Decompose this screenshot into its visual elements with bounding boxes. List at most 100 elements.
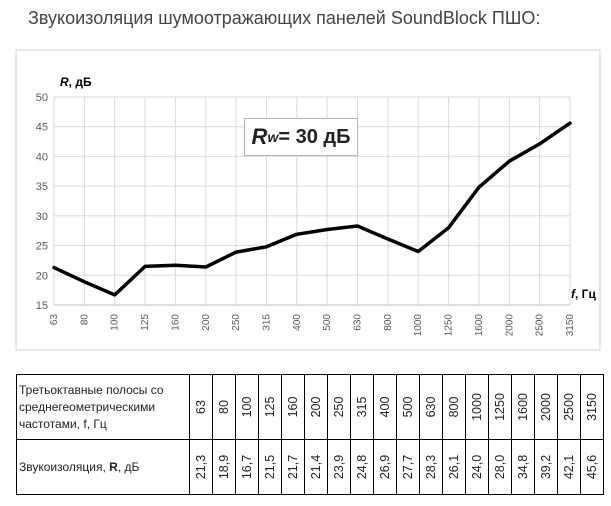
- frequency-cell-text: 100: [240, 396, 254, 418]
- frequency-cell: 500: [396, 374, 420, 440]
- insulation-value-cell-text: 23,9: [332, 454, 346, 480]
- insulation-value-cell-text: 24,0: [470, 454, 484, 480]
- x-tick-label: 2500: [535, 314, 546, 337]
- frequency-cell: 80: [212, 374, 236, 440]
- insulation-value-cell-text: 42,1: [562, 454, 576, 480]
- frequency-cell: 3150: [580, 374, 604, 440]
- y-tick-label: 25: [36, 241, 48, 253]
- insulation-value-cell-text: 21,5: [263, 454, 277, 480]
- insulation-value-cell: 28,3: [419, 439, 443, 495]
- y-tick-label: 50: [36, 92, 48, 104]
- insulation-value-cell-text: 26,1: [447, 454, 461, 480]
- frequency-cell: 2000: [534, 374, 558, 440]
- data-point: [204, 265, 208, 269]
- insulation-value-cell: 28,0: [488, 439, 512, 495]
- data-point: [325, 228, 329, 232]
- frequency-cell-text: 1600: [516, 393, 530, 421]
- insulation-value-cell-text: 16,7: [240, 454, 254, 480]
- insulation-value-cell-text: 26,9: [378, 454, 392, 480]
- series-line: [52, 121, 572, 297]
- frequency-cell-text: 125: [263, 396, 277, 418]
- frequency-cell-text: 630: [424, 396, 438, 418]
- x-tick-label: 3150: [565, 314, 576, 337]
- data-point: [264, 245, 268, 249]
- frequency-cell: 630: [419, 374, 443, 440]
- table-row-frequencies: Третьоктавные полосы со среднегеометриче…: [16, 374, 604, 440]
- data-point: [356, 224, 360, 228]
- sound-insulation-chart: 15 20 25 30 35 40 45 50 63 80 100 125 160 200 250 315 40…: [15, 49, 601, 351]
- data-point: [143, 264, 147, 268]
- insulation-label-suffix: , дБ: [117, 459, 140, 474]
- frequency-cell: 2500: [557, 374, 581, 440]
- insulation-value-cell-text: 45,6: [585, 454, 599, 480]
- rw-symbol: R: [251, 124, 268, 149]
- data-point: [173, 263, 177, 267]
- data-point: [82, 280, 86, 284]
- insulation-value-cell: 24,8: [350, 439, 374, 495]
- x-tick-label: 1000: [413, 314, 424, 337]
- frequency-cell-text: 80: [217, 400, 231, 414]
- x-tick-label: 315: [261, 314, 272, 331]
- x-tick-label: 400: [292, 314, 303, 331]
- x-axis-label: f, Гц: [571, 287, 596, 301]
- y-tick-label: 40: [36, 151, 48, 163]
- insulation-value-cell-text: 21,7: [286, 454, 300, 480]
- frequency-cell: 250: [327, 374, 351, 440]
- x-tick-label: 1600: [474, 314, 485, 337]
- frequency-cell-text: 250: [332, 396, 346, 418]
- frequency-cell-text: 1250: [493, 393, 507, 421]
- data-point: [477, 185, 481, 189]
- data-point: [234, 250, 238, 254]
- rw-subscript: w: [267, 129, 279, 145]
- frequency-cell-text: 160: [286, 396, 300, 418]
- x-tick-label: 250: [231, 314, 242, 331]
- frequency-cell: 1000: [465, 374, 489, 440]
- y-axis-label: R, дБ: [60, 75, 92, 89]
- frequency-cell: 160: [281, 374, 305, 440]
- insulation-value-cell-text: 28,3: [424, 454, 438, 480]
- frequency-cell: 1250: [488, 374, 512, 440]
- frequency-cell-text: 200: [309, 396, 323, 418]
- insulation-row-label: Звукоизоляция, R, дБ: [16, 439, 190, 495]
- x-tick-label: 63: [49, 314, 60, 326]
- insulation-value-cell-text: 34,8: [516, 454, 530, 480]
- frequency-row-label: Третьоктавные полосы со среднегеометриче…: [16, 374, 190, 440]
- frequency-cell-text: 3150: [585, 393, 599, 421]
- frequency-cell: 1600: [511, 374, 535, 440]
- insulation-value-cell-text: 18,9: [217, 454, 231, 480]
- chart-frame: [15, 49, 601, 351]
- y-tick-label: 45: [36, 122, 48, 134]
- frequency-cell: 800: [442, 374, 466, 440]
- data-point: [447, 226, 451, 230]
- insulation-value-cell: 34,8: [511, 439, 535, 495]
- x-tick-label: 200: [201, 314, 212, 331]
- insulation-value-cell-text: 21,3: [194, 454, 208, 480]
- insulation-value-cell: 21,3: [189, 439, 213, 495]
- insulation-value-cell: 39,2: [534, 439, 558, 495]
- insulation-value-cell: 42,1: [557, 439, 581, 495]
- frequency-cell: 125: [258, 374, 282, 440]
- data-point: [568, 121, 572, 125]
- y-tick-label: 15: [36, 300, 48, 312]
- frequency-cell: 100: [235, 374, 259, 440]
- data-point: [416, 250, 420, 254]
- data-table: Третьоктавные полосы со среднегеометриче…: [16, 374, 604, 495]
- insulation-value-cell-text: 39,2: [539, 454, 553, 480]
- page-title: Звукоизоляция шумоотражающих панелей Sou…: [28, 8, 541, 28]
- frequency-cell-text: 1000: [470, 393, 484, 421]
- insulation-value-cell: 21,4: [304, 439, 328, 495]
- insulation-value-cell: 21,5: [258, 439, 282, 495]
- frequency-cell: 63: [189, 374, 213, 440]
- x-tick-label: 100: [110, 314, 121, 331]
- insulation-value-cell: 18,9: [212, 439, 236, 495]
- frequency-cell-text: 400: [378, 396, 392, 418]
- x-tick-label: 160: [170, 314, 181, 331]
- frequency-cell: 315: [350, 374, 374, 440]
- frequency-cell: 200: [304, 374, 328, 440]
- frequency-cell-text: 2000: [539, 393, 553, 421]
- data-point: [113, 293, 117, 297]
- x-tick-label: 1250: [444, 314, 455, 337]
- insulation-value-cell-text: 21,4: [309, 454, 323, 480]
- rw-value: = 30 дБ: [278, 125, 351, 148]
